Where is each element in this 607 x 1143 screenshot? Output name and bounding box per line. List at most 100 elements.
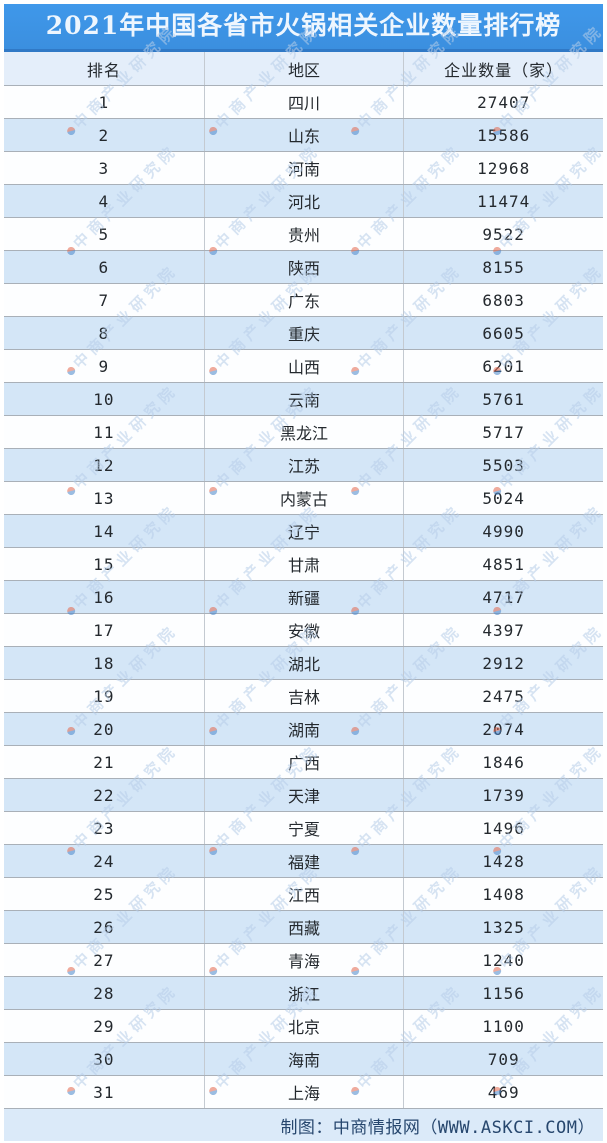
count-cell: 1325 (403, 911, 603, 943)
count-cell: 27407 (403, 86, 603, 118)
region-cell: 青海 (203, 944, 404, 976)
rank-cell: 23 (93, 818, 115, 838)
region-cell: 北京 (203, 1010, 404, 1042)
count-cell: 5761 (403, 383, 603, 415)
count-cell: 4851 (403, 548, 603, 580)
region-cell: 天津 (203, 779, 404, 811)
region-cell: 贵州 (203, 218, 404, 250)
table-row: 20 湖南 2074 (4, 712, 603, 745)
column-header-count: 企业数量（家） (403, 52, 603, 85)
credit-text: 制图：中商情报网（WWW.ASKCI.COM） (280, 1117, 595, 1138)
rank-cell: 20 (93, 719, 115, 739)
rank-cell: 27 (93, 950, 115, 970)
count-cell: 2912 (403, 647, 603, 679)
column-header-rank: 排名 (86, 60, 121, 80)
rank-cell: 6 (98, 257, 110, 277)
count-cell: 2074 (403, 713, 603, 745)
rank-cell: 1 (98, 92, 110, 112)
rank-cell: 5 (98, 224, 110, 244)
table-body: 1 四川 27407 2 山东 15586 3 河南 12968 4 河北 11… (4, 85, 603, 1108)
table-row: 4 河北 11474 (4, 184, 603, 217)
count-cell: 4397 (403, 614, 603, 646)
rank-cell: 28 (93, 983, 115, 1003)
count-cell: 9522 (403, 218, 603, 250)
region-cell: 重庆 (203, 317, 404, 349)
rank-cell: 14 (93, 521, 115, 541)
rank-cell: 19 (93, 686, 115, 706)
table-row: 26 西藏 1325 (4, 910, 603, 943)
region-cell: 湖南 (203, 713, 404, 745)
table-row: 2 山东 15586 (4, 118, 603, 151)
column-header-region: 地区 (203, 52, 404, 85)
table-row: 8 重庆 6605 (4, 316, 603, 349)
region-cell: 河南 (203, 152, 404, 184)
count-cell: 1496 (403, 812, 603, 844)
rank-cell: 22 (93, 785, 115, 805)
rank-cell: 17 (93, 620, 115, 640)
table-row: 18 湖北 2912 (4, 646, 603, 679)
count-cell: 6201 (403, 350, 603, 382)
rank-cell: 12 (93, 455, 115, 475)
table-row: 22 天津 1739 (4, 778, 603, 811)
table-footer-row: 制图：中商情报网（WWW.ASKCI.COM） (4, 1108, 603, 1141)
count-cell: 4717 (403, 581, 603, 613)
count-cell: 11474 (403, 185, 603, 217)
count-cell: 4990 (403, 515, 603, 547)
region-cell: 西藏 (203, 911, 404, 943)
region-cell: 海南 (203, 1043, 404, 1075)
region-cell: 陕西 (203, 251, 404, 283)
rank-cell: 29 (93, 1016, 115, 1036)
count-cell: 709 (403, 1043, 603, 1075)
rank-cell: 31 (93, 1082, 115, 1102)
count-cell: 1240 (403, 944, 603, 976)
count-cell: 15586 (403, 119, 603, 151)
table-row: 13 内蒙古 5024 (4, 481, 603, 514)
table-row: 3 河南 12968 (4, 151, 603, 184)
page-title: 2021年中国各省市火锅相关企业数量排行榜 (4, 4, 603, 52)
table-row: 16 新疆 4717 (4, 580, 603, 613)
table-row: 30 海南 709 (4, 1042, 603, 1075)
region-cell: 浙江 (203, 977, 404, 1009)
table-row: 6 陕西 8155 (4, 250, 603, 283)
table-row: 24 福建 1428 (4, 844, 603, 877)
rank-cell: 10 (93, 389, 115, 409)
region-cell: 山西 (203, 350, 404, 382)
rank-cell: 4 (98, 191, 110, 211)
rank-cell: 25 (93, 884, 115, 904)
table-row: 11 黑龙江 5717 (4, 415, 603, 448)
rank-cell: 30 (93, 1049, 115, 1069)
rank-cell: 21 (93, 752, 115, 772)
region-cell: 内蒙古 (203, 482, 404, 514)
table-row: 31 上海 469 (4, 1075, 603, 1108)
region-cell: 广西 (203, 746, 404, 778)
table-row: 28 浙江 1156 (4, 976, 603, 1009)
count-cell: 1846 (403, 746, 603, 778)
count-cell: 5024 (403, 482, 603, 514)
rank-cell: 18 (93, 653, 115, 673)
count-cell: 6605 (403, 317, 603, 349)
count-cell: 5717 (403, 416, 603, 448)
region-cell: 宁夏 (203, 812, 404, 844)
rank-cell: 26 (93, 917, 115, 937)
count-cell: 1428 (403, 845, 603, 877)
table-row: 14 辽宁 4990 (4, 514, 603, 547)
region-cell: 河北 (203, 185, 404, 217)
table-row: 19 吉林 2475 (4, 679, 603, 712)
count-cell: 1100 (403, 1010, 603, 1042)
rank-cell: 2 (98, 125, 110, 145)
table-row: 17 安徽 4397 (4, 613, 603, 646)
count-cell: 1739 (403, 779, 603, 811)
table-row: 21 广西 1846 (4, 745, 603, 778)
table-header-row: 排名 地区 企业数量（家） (4, 52, 603, 85)
count-cell: 6803 (403, 284, 603, 316)
table-row: 10 云南 5761 (4, 382, 603, 415)
region-cell: 新疆 (203, 581, 404, 613)
region-cell: 广东 (203, 284, 404, 316)
region-cell: 吉林 (203, 680, 404, 712)
region-cell: 山东 (203, 119, 404, 151)
region-cell: 四川 (203, 86, 404, 118)
rank-cell: 9 (98, 356, 110, 376)
table-row: 1 四川 27407 (4, 85, 603, 118)
region-cell: 云南 (203, 383, 404, 415)
